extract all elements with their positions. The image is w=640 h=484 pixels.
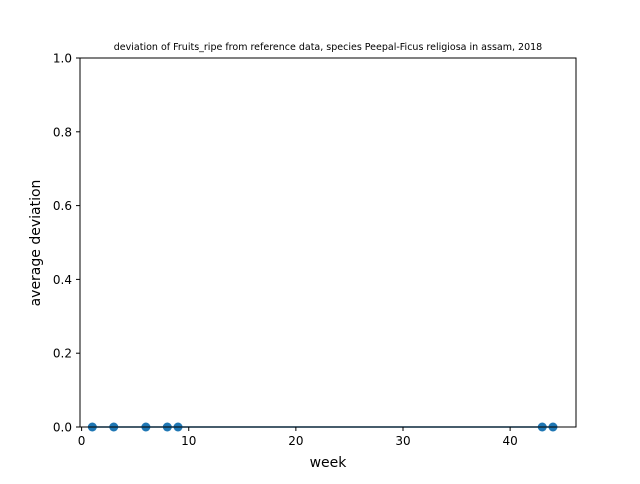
y-tick-label: 0.6 xyxy=(53,199,72,213)
x-tick-label: 20 xyxy=(288,434,303,448)
axes-frame xyxy=(79,57,577,428)
y-axis-label: average deviation xyxy=(28,180,44,307)
x-tick-label: 30 xyxy=(395,434,410,448)
x-axis-label: week xyxy=(310,455,348,471)
y-tick-label: 0.0 xyxy=(53,421,72,435)
chart-title: deviation of Fruits_ripe from reference … xyxy=(114,42,542,53)
y-tick-label: 0.4 xyxy=(53,273,72,287)
x-tick-label: 10 xyxy=(181,434,196,448)
x-tick-label: 40 xyxy=(502,434,517,448)
y-tick-label: 0.2 xyxy=(53,347,72,361)
y-tick-label: 1.0 xyxy=(53,52,72,66)
plot-area: 0 10 20 30 40 0.0 0.2 0.4 0.6 0.8 1.0 xyxy=(53,52,577,448)
x-tick-label: 0 xyxy=(78,434,86,448)
y-tick-label: 0.8 xyxy=(53,125,72,139)
